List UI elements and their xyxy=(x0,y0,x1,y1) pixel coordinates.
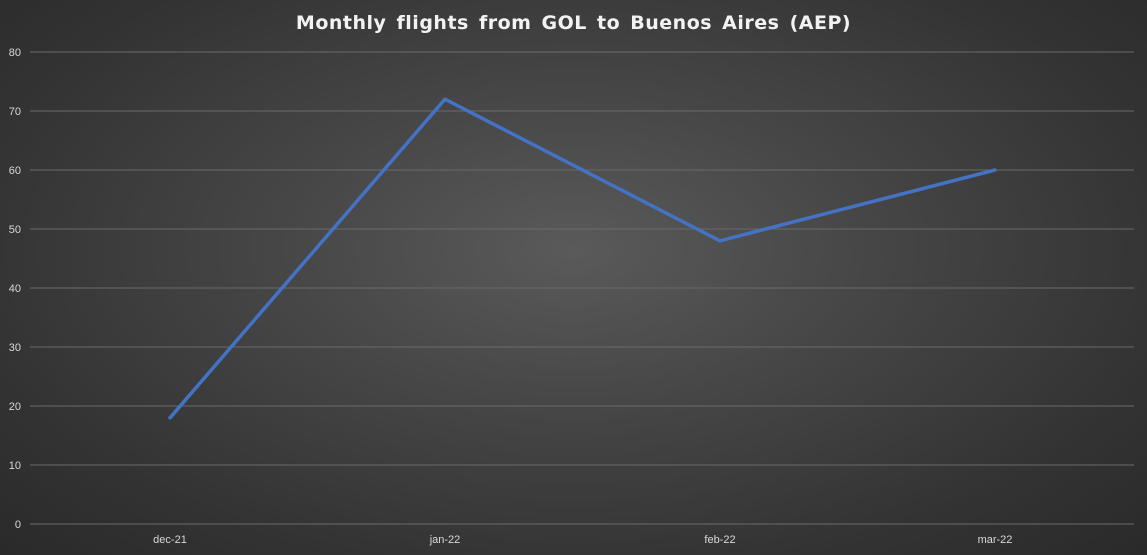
y-tick-label: 30 xyxy=(9,342,21,354)
data-point xyxy=(993,168,997,172)
series-layer xyxy=(168,97,997,420)
y-tick-label: 40 xyxy=(9,283,21,295)
x-tick-label: dec-21 xyxy=(153,534,187,546)
data-point xyxy=(718,239,722,243)
data-point xyxy=(443,97,447,101)
gridlines xyxy=(30,51,1134,525)
series-line xyxy=(168,97,997,420)
y-tick-label: 20 xyxy=(9,401,21,413)
chart-title: Monthly flights from GOL to Buenos Aires… xyxy=(295,12,852,34)
data-point xyxy=(168,416,172,420)
y-tick-label: 70 xyxy=(9,106,21,118)
y-tick-label: 10 xyxy=(9,460,21,472)
x-axis-tick-labels: dec-21 jan-22 feb-22 mar-22 xyxy=(153,534,1012,546)
y-tick-label: 50 xyxy=(9,224,21,236)
x-tick-label: mar-22 xyxy=(978,534,1013,546)
y-tick-label: 0 xyxy=(15,519,21,531)
x-tick-label: jan-22 xyxy=(429,534,461,546)
x-tick-label: feb-22 xyxy=(704,534,735,546)
y-tick-label: 80 xyxy=(9,47,21,59)
y-tick-label: 60 xyxy=(9,165,21,177)
y-axis-tick-labels: 0 10 20 30 40 50 60 70 80 xyxy=(9,47,21,531)
